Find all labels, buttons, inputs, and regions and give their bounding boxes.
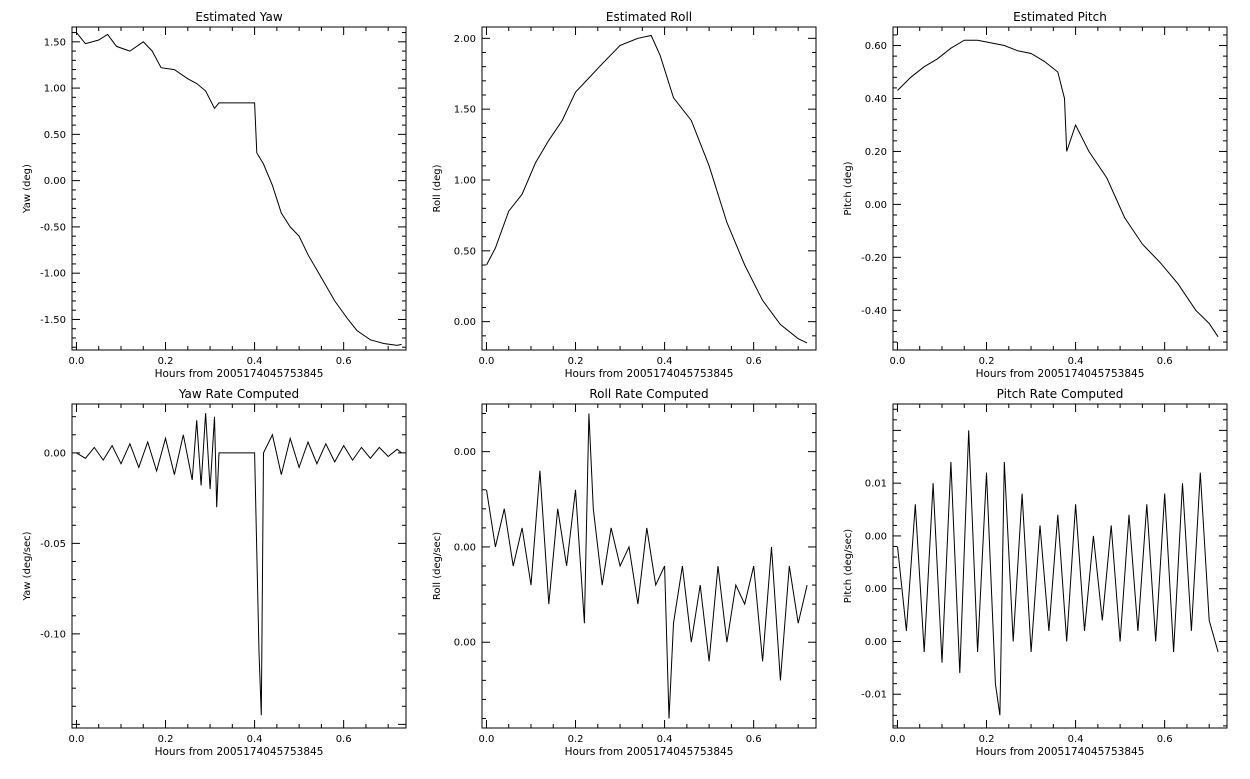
y-tick-label: -0.05 bbox=[40, 539, 66, 550]
y-tick-label: 0.00 bbox=[454, 447, 476, 458]
plot-frame bbox=[481, 26, 817, 351]
y-tick-label: -0.40 bbox=[861, 306, 887, 317]
x-tick-label: 0.6 bbox=[746, 356, 762, 367]
series-line bbox=[486, 34, 808, 344]
x-tick-label: 0.4 bbox=[247, 734, 263, 745]
x-tick-label: 0.4 bbox=[657, 734, 673, 745]
y-tick-label: 0.00 bbox=[865, 637, 887, 648]
y-tick-label: 0.00 bbox=[454, 317, 476, 328]
x-tick-label: 0.0 bbox=[69, 734, 85, 745]
series-line bbox=[76, 32, 402, 346]
x-axis-label: Hours from 20051740457538​45 bbox=[565, 368, 734, 380]
chart-panel-6: Pitch Rate Computed Hours from 2005174045… bbox=[843, 387, 1228, 758]
x-axis-label: Hours from 20051740457538​45 bbox=[976, 746, 1145, 758]
y-tick-label: -0.10 bbox=[40, 629, 66, 640]
x-tick-label: 0.2 bbox=[979, 734, 995, 745]
chart-title: Pitch Rate Computed bbox=[997, 387, 1124, 401]
y-tick-label: 0.60 bbox=[865, 41, 887, 52]
x-tick-label: 0.0 bbox=[479, 734, 495, 745]
y-axis-label: Yaw (deg/sec) bbox=[22, 531, 33, 601]
y-tick-label: -0.20 bbox=[861, 253, 887, 264]
y-tick-label: 0.00 bbox=[454, 542, 476, 553]
chart-title: Estimated Roll bbox=[606, 10, 692, 24]
y-tick-label: -0.01 bbox=[861, 690, 887, 701]
series-line bbox=[486, 413, 808, 719]
x-tick-label: 0.0 bbox=[69, 356, 85, 367]
y-tick-label: 0.20 bbox=[865, 147, 887, 158]
chart-title: Estimated Yaw bbox=[195, 10, 282, 24]
x-tick-label: 0.4 bbox=[1068, 734, 1084, 745]
x-tick-label: 0.6 bbox=[746, 734, 762, 745]
y-tick-label: 2.00 bbox=[454, 34, 476, 45]
x-tick-label: 0.0 bbox=[890, 734, 906, 745]
y-tick-label: 0.00 bbox=[44, 448, 66, 459]
x-tick-label: 0.6 bbox=[336, 734, 352, 745]
y-axis-label: Pitch (deg) bbox=[843, 161, 854, 215]
x-tick-label: 0.0 bbox=[890, 356, 906, 367]
x-axis-label: Hours from 20051740457538​45 bbox=[155, 368, 324, 380]
x-tick-label: 0.0 bbox=[479, 356, 495, 367]
x-tick-label: 0.2 bbox=[158, 734, 174, 745]
y-tick-label: 0.00 bbox=[865, 200, 887, 211]
series-line bbox=[897, 39, 1219, 338]
y-tick-label: 0.01 bbox=[865, 479, 887, 490]
chart-panel-1: Estimated Yaw Hours from 20051740457538​4… bbox=[22, 10, 407, 380]
plot-frame bbox=[892, 403, 1228, 729]
y-tick-label: -1.00 bbox=[40, 269, 66, 280]
y-tick-label: 0.00 bbox=[44, 176, 66, 187]
plot-frame bbox=[71, 403, 407, 729]
x-tick-label: 0.4 bbox=[657, 356, 673, 367]
series-line bbox=[76, 413, 402, 716]
y-tick-label: 0.40 bbox=[865, 94, 887, 105]
chart-title: Yaw Rate Computed bbox=[178, 387, 299, 401]
x-tick-label: 0.6 bbox=[1157, 356, 1173, 367]
y-tick-label: 1.50 bbox=[44, 37, 66, 48]
x-axis-label: Hours from 20051740457538​45 bbox=[155, 746, 324, 758]
x-tick-label: 0.2 bbox=[979, 356, 995, 367]
chart-panel-5: Roll Rate Computed Hours from 20051740457… bbox=[432, 387, 817, 758]
chart-panel-2: Estimated Roll Hours from 20051740457538​… bbox=[432, 10, 817, 380]
series-line bbox=[897, 430, 1219, 716]
x-axis-label: Hours from 20051740457538​45 bbox=[565, 746, 734, 758]
y-axis-label: Yaw (deg) bbox=[22, 164, 33, 214]
x-tick-label: 0.6 bbox=[336, 356, 352, 367]
x-tick-label: 0.6 bbox=[1157, 734, 1173, 745]
x-tick-label: 0.2 bbox=[568, 734, 584, 745]
y-tick-label: -1.50 bbox=[40, 315, 66, 326]
plot-frame bbox=[892, 26, 1228, 351]
y-tick-label: -0.50 bbox=[40, 222, 66, 233]
y-tick-label: 1.50 bbox=[454, 105, 476, 116]
chart-panel-3: Estimated Pitch Hours from 20051740457538… bbox=[843, 10, 1228, 380]
chart-panel-4: Yaw Rate Computed Hours from 200517404575… bbox=[22, 387, 407, 758]
y-tick-label: 1.00 bbox=[454, 176, 476, 187]
y-tick-label: 0.50 bbox=[44, 130, 66, 141]
y-axis-label: Roll (deg) bbox=[432, 164, 443, 212]
chart-title: Estimated Pitch bbox=[1013, 10, 1107, 24]
chart-title: Roll Rate Computed bbox=[589, 387, 708, 401]
y-axis-label: Pitch (deg/sec) bbox=[843, 529, 854, 604]
y-tick-label: 1.00 bbox=[44, 84, 66, 95]
y-tick-label: 0.00 bbox=[865, 584, 887, 595]
plot-frame bbox=[71, 26, 407, 351]
x-tick-label: 0.4 bbox=[1068, 356, 1084, 367]
y-axis-label: Roll (deg/sec) bbox=[432, 532, 443, 600]
x-tick-label: 0.2 bbox=[158, 356, 174, 367]
x-axis-label: Hours from 20051740457538​45 bbox=[976, 368, 1145, 380]
y-tick-label: 0.00 bbox=[454, 638, 476, 649]
y-tick-label: 0.00 bbox=[865, 531, 887, 542]
y-tick-label: 0.50 bbox=[454, 246, 476, 257]
x-tick-label: 0.4 bbox=[247, 356, 263, 367]
x-tick-label: 0.2 bbox=[568, 356, 584, 367]
